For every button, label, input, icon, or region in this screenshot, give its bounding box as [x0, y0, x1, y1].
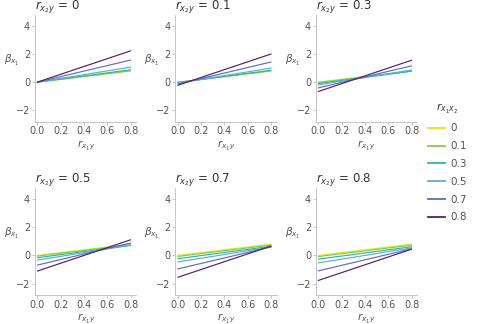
X-axis label: $r_{x_1y}$: $r_{x_1y}$ [76, 138, 95, 152]
Y-axis label: $\beta_{x_1}$: $\beta_{x_1}$ [144, 53, 160, 68]
X-axis label: $r_{x_1y}$: $r_{x_1y}$ [217, 138, 236, 152]
Legend: 0, 0.1, 0.3, 0.5, 0.7, 0.8: 0, 0.1, 0.3, 0.5, 0.7, 0.8 [428, 101, 467, 223]
Text: $r_{x_2y}$ = 0.3: $r_{x_2y}$ = 0.3 [316, 0, 372, 15]
Text: $r_{x_2y}$ = 0.1: $r_{x_2y}$ = 0.1 [176, 0, 231, 15]
Text: $r_{x_2y}$ = 0.5: $r_{x_2y}$ = 0.5 [35, 171, 90, 188]
X-axis label: $r_{x_1y}$: $r_{x_1y}$ [358, 311, 376, 324]
Text: $r_{x_2y}$ = 0.8: $r_{x_2y}$ = 0.8 [316, 171, 372, 188]
X-axis label: $r_{x_1y}$: $r_{x_1y}$ [358, 138, 376, 152]
X-axis label: $r_{x_1y}$: $r_{x_1y}$ [217, 311, 236, 324]
Y-axis label: $\beta_{x_1}$: $\beta_{x_1}$ [4, 53, 20, 68]
Y-axis label: $\beta_{x_1}$: $\beta_{x_1}$ [144, 226, 160, 241]
Y-axis label: $\beta_{x_1}$: $\beta_{x_1}$ [4, 226, 20, 241]
Text: $r_{x_2y}$ = 0: $r_{x_2y}$ = 0 [35, 0, 80, 15]
Y-axis label: $\beta_{x_1}$: $\beta_{x_1}$ [284, 53, 300, 68]
X-axis label: $r_{x_1y}$: $r_{x_1y}$ [76, 311, 95, 324]
Text: $r_{x_2y}$ = 0.7: $r_{x_2y}$ = 0.7 [176, 171, 231, 188]
Y-axis label: $\beta_{x_1}$: $\beta_{x_1}$ [284, 226, 300, 241]
